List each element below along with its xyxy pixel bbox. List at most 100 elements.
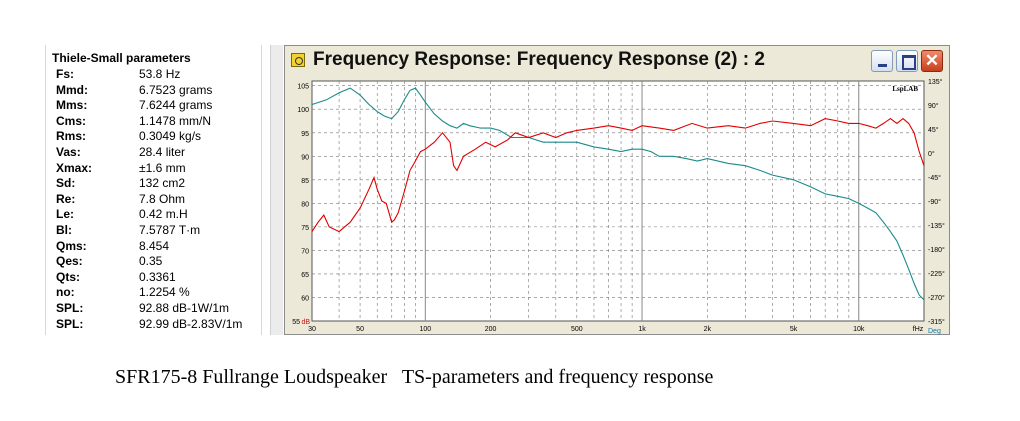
ts-parameter-name: Qes: [56, 254, 83, 269]
ts-parameter-name: no: [56, 285, 75, 300]
ts-parameter-value: 7.5787 T·m [139, 223, 201, 237]
ts-parameter-row: SPL: 92.99 dB-2.83V/1m [46, 317, 261, 333]
x-tick-label: 200 [485, 326, 497, 333]
ts-parameter-value: 53.8 Hz [139, 67, 181, 81]
y2-tick-label: 0° [928, 150, 935, 158]
ts-parameter-row: Re: 7.8 Ohm [46, 192, 261, 208]
ts-parameter-name: Mmd: [56, 82, 88, 97]
ts-parameter-row: Fs: 53.8 Hz [46, 67, 261, 83]
y2-tick-label: -180° [928, 246, 945, 254]
speaker-app-icon[interactable] [291, 53, 305, 67]
ts-parameter-row: Mms: 7.6244 grams [46, 98, 261, 114]
y2-tick-label: -315° [928, 318, 945, 326]
x-tick-label: 1k [638, 326, 646, 333]
plot-background [311, 80, 925, 322]
ts-parameter-name: Re: [56, 191, 76, 206]
ts-parameter-row: Sd: 132 cm2 [46, 176, 261, 192]
ts-parameter-value: 0.3049 kg/s [139, 129, 202, 144]
y2-tick-label: -135° [928, 222, 945, 230]
panel-divider[interactable] [270, 45, 283, 335]
ts-parameter-panel: Thiele-Small parameters Fs: 53.8 Hz Mmd: 6.… [45, 45, 262, 335]
y2-tick-label: -225° [928, 270, 945, 278]
ts-parameter-name: Vas: [56, 145, 81, 159]
ts-parameter-value: 7.8 Ohm [139, 191, 186, 206]
ts-parameter-row: no: 1.2254 % [46, 285, 261, 301]
y2-tick-label: -90° [928, 198, 941, 206]
ts-parameter-value: ±1.6 mm [139, 160, 186, 175]
ts-parameter-value: 92.88 dB-1W/1m [139, 301, 230, 315]
ts-parameter-name: SPL: [56, 301, 84, 315]
ts-parameter-name: Xmax: [56, 160, 93, 175]
x-tick-label: 100 [419, 326, 431, 333]
y-tick-label: 75 [301, 225, 309, 232]
y-tick-label: 100 [297, 107, 309, 114]
minimize-button[interactable] [871, 50, 893, 72]
ts-parameter-name: Sd: [56, 176, 76, 191]
ts-parameter-value: 0.3361 [139, 269, 176, 284]
red-series-line [311, 117, 925, 233]
ts-parameter-value: 6.7523 grams [139, 82, 213, 97]
ts-parameter-name: Qms: [56, 238, 87, 253]
y-tick-label: 105 [297, 84, 309, 91]
ts-parameter-row: Bl: 7.5787 T·m [46, 223, 261, 239]
ts-parameter-name: Cms: [56, 113, 87, 128]
ts-parameter-name: SPL: [56, 316, 84, 331]
ts-parameter-value: 7.6244 grams [139, 98, 213, 113]
window-titlebar[interactable]: Frequency Response: Frequency Response (… [285, 46, 949, 76]
window-title: Frequency Response: Frequency Response (… [313, 49, 765, 70]
ts-parameter-row: Qms: 8.454 [46, 239, 261, 255]
x-tick-label: 500 [571, 326, 583, 333]
y-tick-label: 90 [301, 154, 309, 161]
y-tick-label: 65 [301, 272, 309, 279]
ts-panel-title: Thiele-Small parameters [52, 51, 191, 65]
grid-lines [312, 81, 924, 321]
ts-parameter-row: Qts: 0.3361 [46, 270, 261, 286]
y2-tick-label: -270° [928, 294, 945, 302]
y2-tick-label: 45° [928, 126, 939, 134]
ts-parameter-row: Xmax: ±1.6 mm [46, 161, 261, 177]
ts-parameter-name: Rms: [56, 129, 87, 144]
figure-caption: SFR175-8 Fullrange Loudspeaker TS-parame… [115, 366, 714, 388]
y-tick-label: 70 [301, 248, 309, 255]
y2-tick-label: 135° [928, 78, 943, 86]
ts-parameter-row: SPL: 92.88 dB-1W/1m [46, 301, 261, 317]
ts-parameter-row: Le: 0.42 m.H [46, 207, 261, 223]
ts-parameter-value: 1.2254 % [139, 285, 190, 300]
ts-parameter-value: 132 cm2 [139, 176, 186, 191]
y-unit-label: dB [301, 319, 310, 326]
ts-parameter-value: 28.4 liter [139, 145, 186, 159]
y-tick-label: 55 [292, 319, 300, 326]
ts-parameter-value: 8.454 [139, 238, 170, 253]
ts-parameter-value: 0.42 m.H [139, 207, 188, 222]
y-tick-label: 85 [301, 178, 309, 185]
ts-parameter-value: 1.1478 mm/N [139, 113, 212, 128]
frequency-response-chart: 60 65 70 75 80 85 90 95 100 105 55 dB 135° 90° 45° 0° -4… [292, 78, 945, 335]
ts-parameter-row: Rms: 0.3049 kg/s [46, 129, 261, 145]
ts-parameter-name: Le: [56, 207, 74, 222]
maximize-button[interactable] [896, 50, 918, 72]
ts-parameter-row: Vas: 28.4 liter [46, 145, 261, 161]
maximize-icon [902, 55, 916, 70]
x-tick-label: 30 [308, 326, 316, 333]
x-tick-label: 10k [853, 326, 865, 333]
teal-series-line [311, 87, 925, 301]
x-tick-label: 50 [356, 326, 364, 333]
ts-parameter-row: Cms: 1.1478 mm/N [46, 114, 261, 130]
x-unit-label: fHz [913, 326, 924, 333]
ts-parameter-row: Mmd: 6.7523 grams [46, 83, 261, 99]
ts-parameter-name: Qts: [56, 269, 80, 284]
close-button[interactable]: ✕ [921, 50, 943, 72]
ts-parameter-name: Fs: [56, 67, 74, 81]
y-tick-label: 95 [301, 131, 309, 138]
y-tick-label: 60 [301, 295, 309, 302]
ts-parameter-name: Mms: [56, 98, 88, 113]
brand-label: LspLAB [892, 85, 918, 93]
ts-parameter-value: 92.99 dB-2.83V/1m [139, 316, 243, 331]
close-icon: ✕ [924, 51, 940, 70]
x-tick-label: 2k [704, 326, 712, 333]
y-tick-label: 80 [301, 201, 309, 208]
ts-parameter-name: Bl: [56, 223, 72, 237]
y2-tick-label: 90° [928, 102, 939, 110]
ts-parameter-row: Qes: 0.35 [46, 254, 261, 270]
ts-parameter-value: 0.35 [139, 254, 163, 269]
